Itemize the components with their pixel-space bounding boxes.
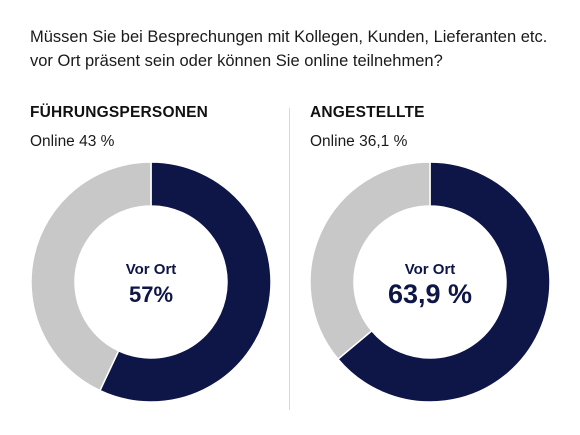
donut-svg [30,161,272,403]
slice-vor-ort [336,161,551,403]
survey-question: Müssen Sie bei Besprechungen mit Kollege… [30,28,548,70]
slice-online [30,161,152,392]
donut-chart-fuehrungspersonen: Vor Ort 57% [29,160,273,404]
center-value: 63,9 % [387,279,473,309]
center-value: 57% [128,282,174,307]
slice-online [309,161,431,361]
online-share-label: Online 36,1 % [310,133,408,150]
group-title-fuehrungspersonen: FÜHRUNGSPERSONEN [30,104,209,121]
donut-chart-angestellte: Vor Ort 63,9 % [308,160,552,404]
online-share-label: Online 43 % [30,133,115,150]
slice-vor-ort [98,161,272,403]
center-caption: Vor Ort [404,261,456,278]
group-title-angestellte: ANGESTELLTE [310,104,425,121]
panel-fuehrungspersonen: FÜHRUNGSPERSONEN Online 43 % [30,103,290,152]
center-caption: Vor Ort [125,261,177,278]
donut-svg [309,161,551,403]
panel-divider [289,108,290,410]
panel-angestellte: ANGESTELLTE Online 36,1 % [310,103,570,152]
